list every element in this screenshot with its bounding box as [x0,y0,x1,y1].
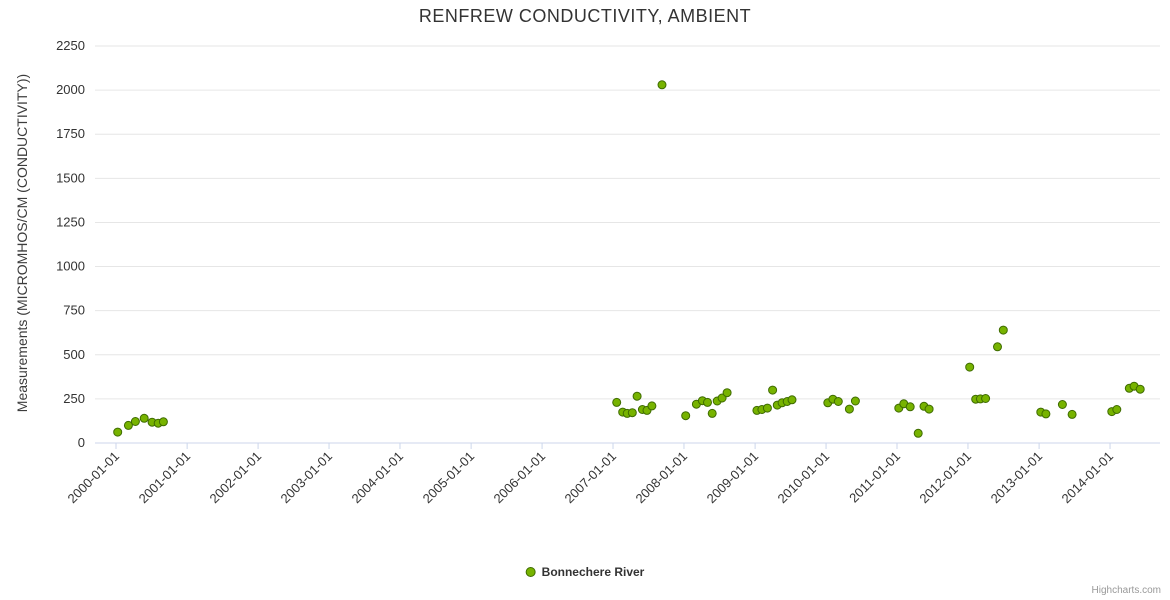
y-tick-label: 500 [63,347,85,362]
legend-label: Bonnechere River [541,565,645,579]
y-tick-label: 2250 [56,38,85,53]
y-tick-label: 750 [63,303,85,318]
y-tick-label: 250 [63,391,85,406]
x-tick-label: 2001-01-01 [136,449,194,507]
data-point[interactable] [1057,400,1067,409]
data-point[interactable] [139,413,149,423]
x-tick-label: 2005-01-01 [420,449,478,507]
data-point[interactable] [1067,409,1077,419]
data-point[interactable] [130,417,140,426]
x-tick-label: 2014-01-01 [1059,449,1117,507]
highcharts-credit-link[interactable]: Highcharts.com [1091,585,1161,596]
y-tick-label: 2000 [56,82,85,97]
data-point[interactable] [1112,405,1122,414]
x-tick-label: 2006-01-01 [491,449,549,507]
data-point[interactable] [913,428,923,438]
data-point[interactable] [657,80,667,90]
data-point[interactable] [762,403,772,413]
data-point[interactable] [113,427,123,437]
x-tick-label: 2011-01-01 [846,449,903,506]
data-point[interactable] [850,396,860,406]
data-point[interactable] [612,397,622,407]
data-point[interactable] [1041,409,1051,419]
data-point[interactable] [833,397,843,406]
x-tick-label: 2007-01-01 [562,449,620,507]
data-point[interactable] [123,420,133,430]
data-point[interactable] [707,408,717,418]
data-point[interactable] [787,395,797,405]
data-point[interactable] [965,362,975,372]
x-tick-label: 2010-01-01 [775,449,833,507]
y-tick-label: 1500 [56,170,85,185]
x-tick-label: 2000-01-01 [64,449,122,507]
y-tick-label: 1250 [56,214,85,229]
data-point[interactable] [722,388,732,398]
x-tick-label: 2009-01-01 [704,449,762,507]
x-tick-label: 2002-01-01 [207,449,265,507]
data-point[interactable] [1135,384,1145,394]
x-tick-label: 2003-01-01 [278,449,336,507]
data-point[interactable] [924,404,934,414]
y-tick-label: 1750 [56,126,85,141]
y-tick-label: 1000 [56,259,85,274]
data-point[interactable] [844,404,854,414]
legend-item-bonnechere-river[interactable]: Bonnechere River [525,565,645,579]
data-point[interactable] [647,401,657,411]
data-point[interactable] [768,385,778,395]
data-point[interactable] [993,342,1002,352]
data-point[interactable] [981,394,991,403]
data-point[interactable] [158,417,168,427]
x-tick-label: 2012-01-01 [916,449,974,507]
data-point[interactable] [905,402,915,412]
x-tick-label: 2008-01-01 [632,449,690,507]
data-point[interactable] [998,325,1008,335]
chart-title: RENFREW CONDUCTIVITY, AMBIENT [418,6,752,26]
x-tick-label: 2004-01-01 [348,449,406,507]
data-point[interactable] [627,408,637,418]
data-point[interactable] [681,411,691,421]
data-point[interactable] [703,397,712,407]
legend-marker-icon [525,567,536,577]
y-tick-label: 0 [78,435,85,450]
x-tick-label: 2013-01-01 [988,449,1046,507]
data-point[interactable] [632,391,642,401]
